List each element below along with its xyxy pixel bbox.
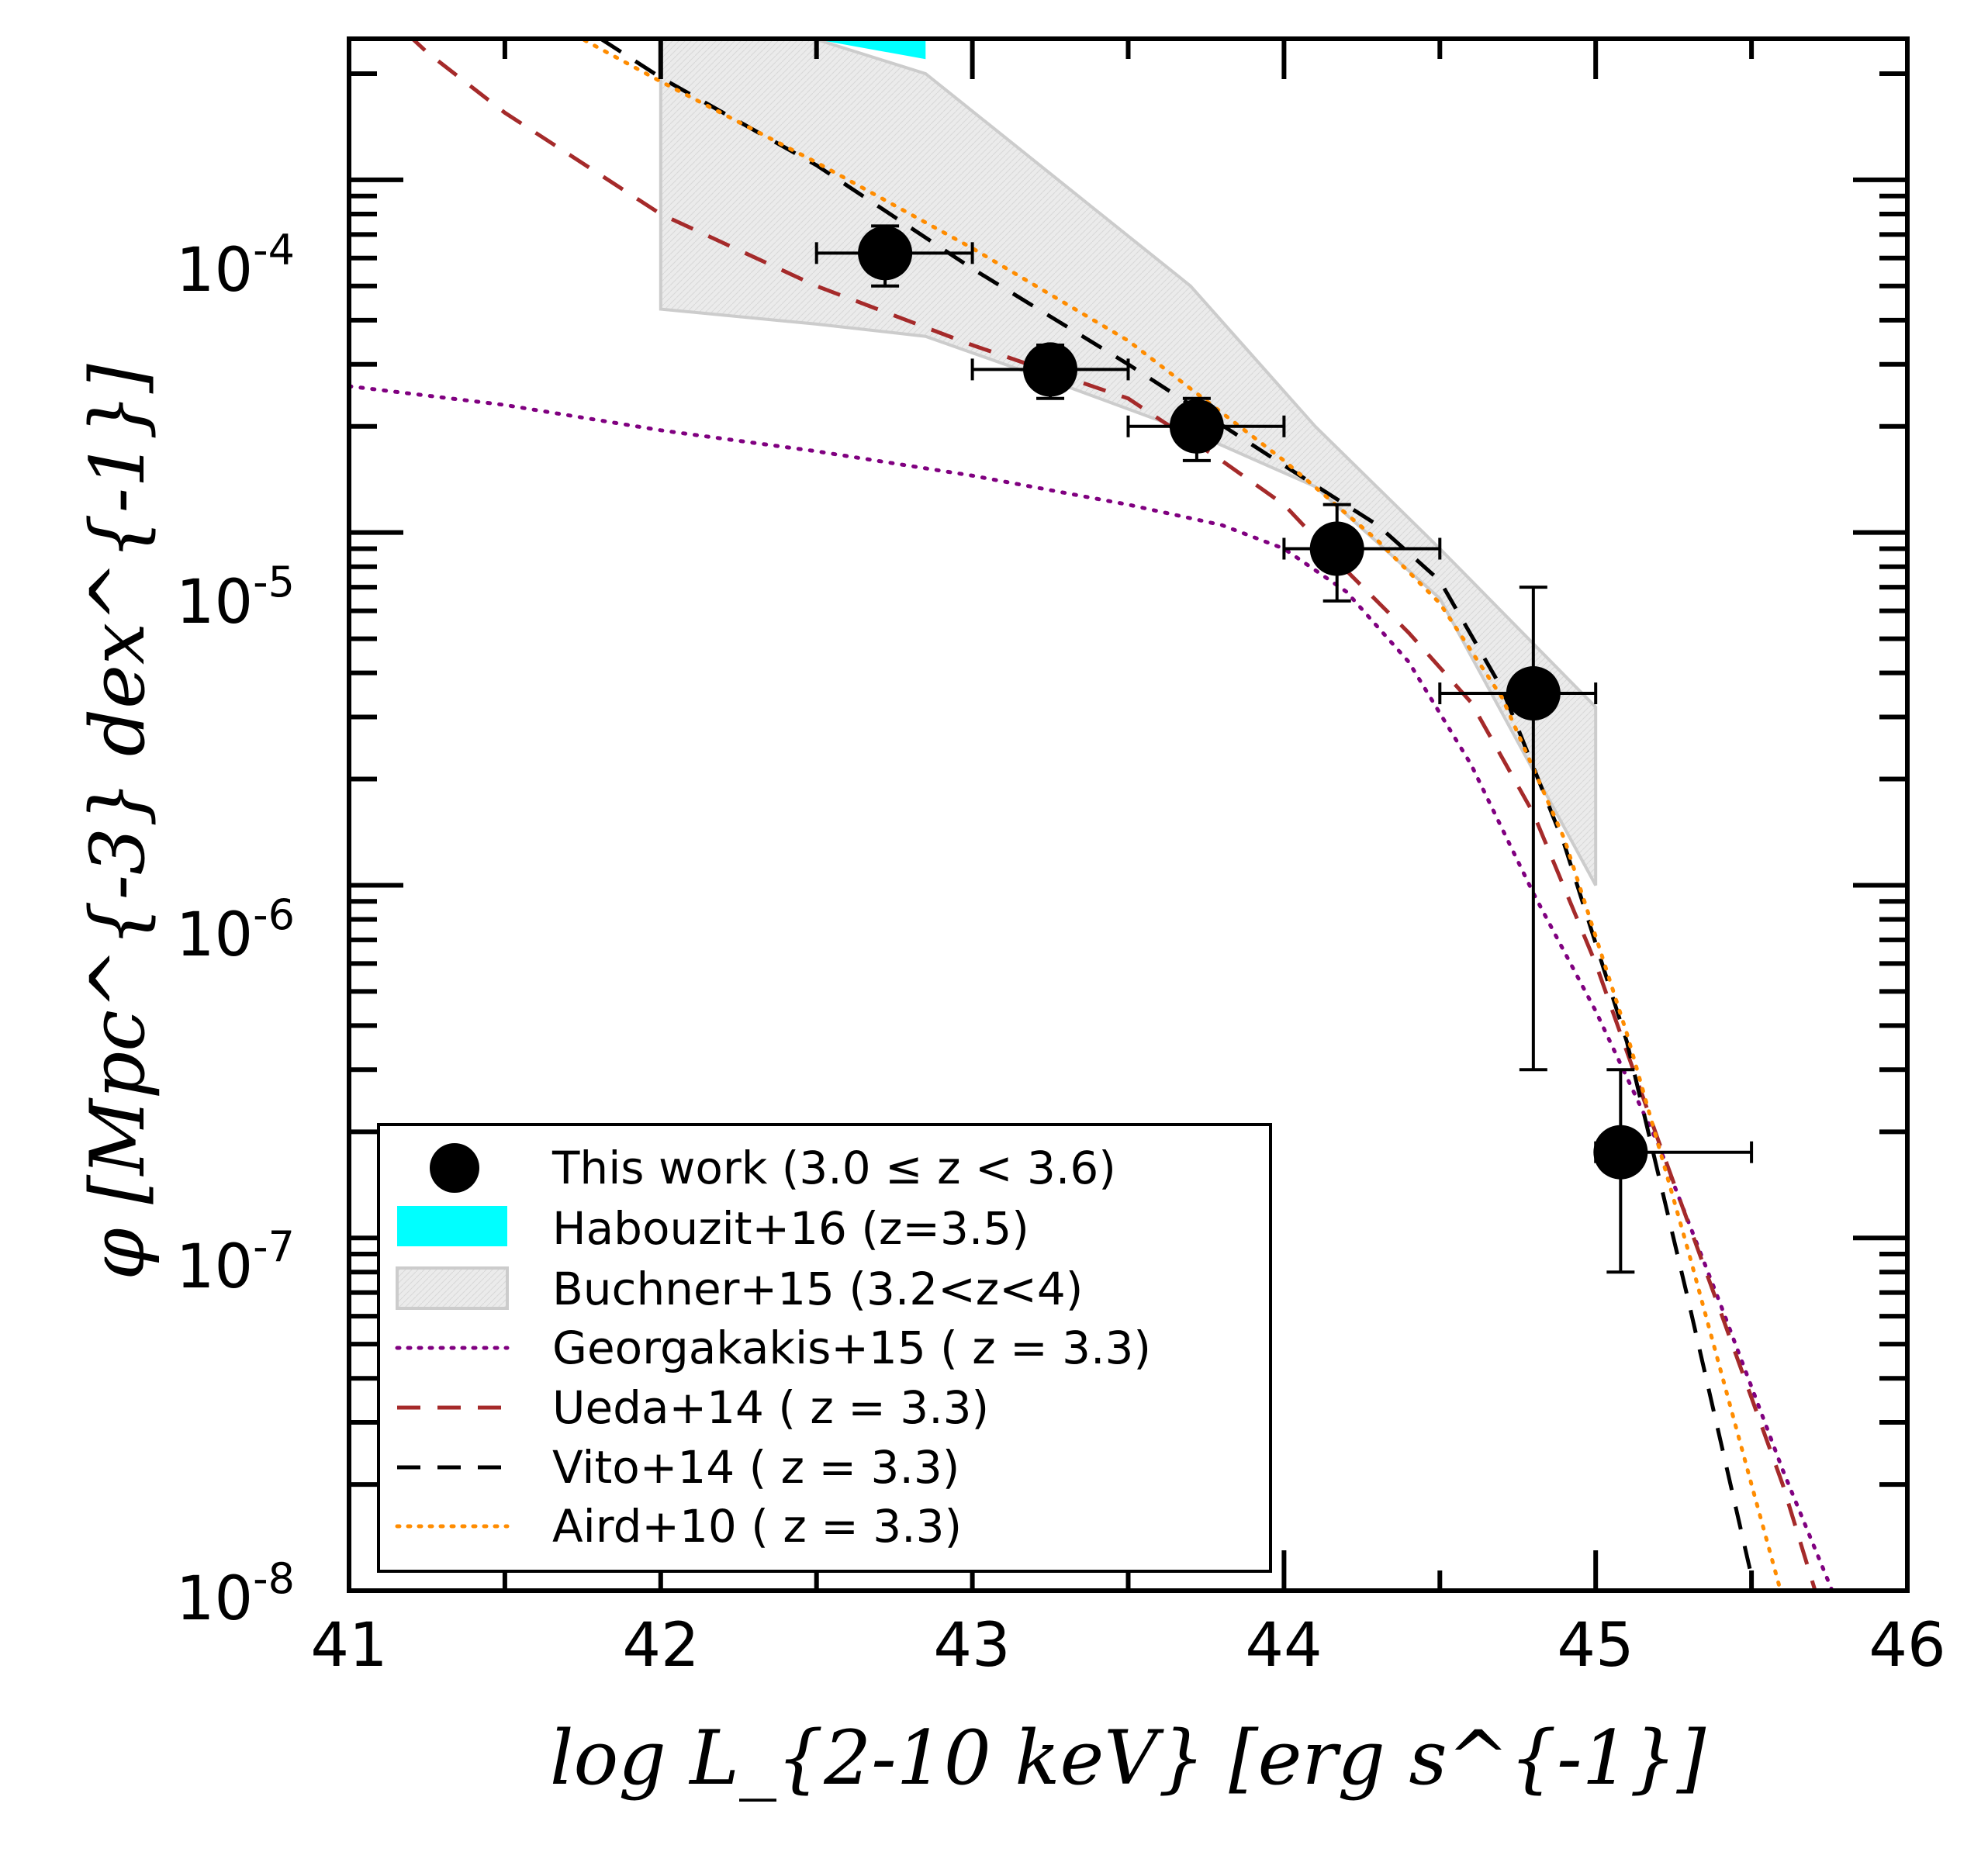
x-tick-label: 44	[1245, 1611, 1322, 1681]
buchner-band	[659, 39, 1598, 886]
x-tick-labels: 41 42 43 44 45 46	[310, 1611, 1945, 1681]
y-axis-title: φ [Mpc^{-3} dex^{-1}]	[74, 364, 161, 1280]
data-point	[1126, 396, 1286, 462]
legend-frame	[377, 1123, 1272, 1573]
legend-label-georgakakis: Georgakakis+15 ( z = 3.3)	[552, 1322, 1151, 1374]
x-tick-label: 45	[1557, 1611, 1634, 1681]
data-point	[1593, 1068, 1754, 1274]
legend-label-aird: Aird+10 ( z = 3.3)	[552, 1500, 962, 1553]
y-tick-labels: 10-4 10-5 10-6 10-7 10-8	[176, 226, 295, 1634]
data-point	[1438, 586, 1598, 1072]
x-tick-label: 41	[310, 1611, 387, 1681]
legend-label-vito: Vito+14 ( z = 3.3)	[552, 1441, 959, 1494]
habouzit-region	[816, 39, 926, 60]
legend-label-this-work: This work (3.0 ≤ z < 3.6)	[551, 1142, 1116, 1194]
data-point	[814, 224, 974, 288]
axes-frame	[347, 36, 1910, 1593]
y-tick-label: 10-6	[176, 890, 295, 970]
y-tick-label: 10-7	[176, 1222, 295, 1302]
x-axis-title: log L_{2-10 keV} [erg s^{-1}]	[550, 1715, 1706, 1802]
data-marker	[1023, 342, 1078, 397]
data-marker	[1169, 399, 1224, 454]
y-tick-label: 10-5	[176, 558, 295, 637]
this-work-points	[814, 224, 1754, 1274]
data-marker	[1593, 1125, 1648, 1180]
data-point	[1282, 503, 1442, 603]
x-tick-label: 46	[1869, 1611, 1945, 1681]
ueda-curve	[410, 39, 1817, 1591]
vito-curve	[596, 39, 1754, 1577]
x-tick-label: 42	[622, 1611, 699, 1681]
legend-swatch-buchner	[396, 1266, 509, 1310]
y-tick-label: 10-8	[176, 1554, 295, 1634]
georgakakis-curve	[349, 384, 1834, 1591]
x-tick-label: 43	[933, 1611, 1010, 1681]
legend-swatch-habouzit	[397, 1206, 507, 1246]
data-marker	[858, 226, 913, 281]
legend: This work (3.0 ≤ z < 3.6) Habouzit+16 (z…	[377, 1123, 1272, 1573]
legend-marker-this-work	[430, 1143, 479, 1193]
aird-curve	[578, 39, 1783, 1591]
data-point	[970, 342, 1130, 400]
y-tick-label: 10-4	[176, 226, 295, 306]
data-marker	[1309, 521, 1364, 576]
legend-label-buchner: Buchner+15 (3.2<z<4)	[552, 1263, 1083, 1315]
legend-label-ueda: Ueda+14 ( z = 3.3)	[552, 1381, 989, 1434]
data-marker	[1506, 666, 1561, 721]
legend-label-habouzit: Habouzit+16 (z=3.5)	[552, 1202, 1029, 1255]
